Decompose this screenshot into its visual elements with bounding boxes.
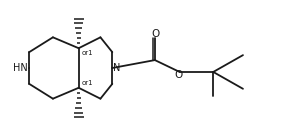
Text: O: O <box>174 70 183 80</box>
Text: N: N <box>113 63 121 73</box>
Text: O: O <box>152 29 160 39</box>
Text: HN: HN <box>13 63 28 73</box>
Text: or1: or1 <box>82 80 93 86</box>
Text: or1: or1 <box>82 50 93 56</box>
